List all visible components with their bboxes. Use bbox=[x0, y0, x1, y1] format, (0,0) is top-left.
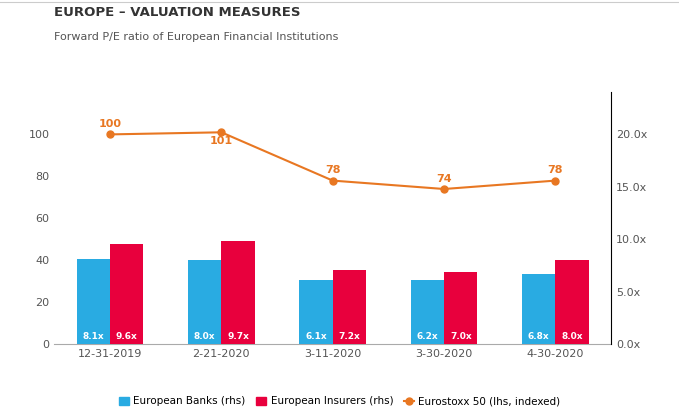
Text: 7.0x: 7.0x bbox=[450, 332, 472, 341]
Bar bbox=[411, 281, 444, 344]
Text: 9.7x: 9.7x bbox=[227, 332, 249, 341]
Text: 6.8x: 6.8x bbox=[528, 332, 549, 341]
Bar bbox=[110, 244, 143, 344]
Text: EUROPE – VALUATION MEASURES: EUROPE – VALUATION MEASURES bbox=[54, 6, 301, 19]
Bar bbox=[333, 270, 366, 344]
Bar bbox=[555, 260, 589, 344]
Bar bbox=[188, 260, 221, 344]
Text: 74: 74 bbox=[436, 174, 452, 184]
Text: 101: 101 bbox=[210, 136, 233, 147]
Text: 8.1x: 8.1x bbox=[82, 332, 104, 341]
Bar bbox=[444, 272, 477, 344]
Bar bbox=[522, 274, 555, 344]
Bar bbox=[77, 259, 110, 344]
Text: 78: 78 bbox=[548, 165, 563, 176]
Text: 6.1x: 6.1x bbox=[305, 332, 327, 341]
Text: 9.6x: 9.6x bbox=[116, 332, 138, 341]
Text: 78: 78 bbox=[325, 165, 340, 176]
Legend: European Banks (rhs), European Insurers (rhs), Eurostoxx 50 (lhs, indexed): European Banks (rhs), European Insurers … bbox=[115, 392, 564, 411]
Text: 6.2x: 6.2x bbox=[416, 332, 438, 341]
Bar bbox=[299, 281, 333, 344]
Text: 7.2x: 7.2x bbox=[339, 332, 361, 341]
Text: 8.0x: 8.0x bbox=[562, 332, 583, 341]
Text: Forward P/E ratio of European Financial Institutions: Forward P/E ratio of European Financial … bbox=[54, 32, 339, 42]
Bar bbox=[221, 241, 255, 344]
Text: 100: 100 bbox=[98, 119, 122, 129]
Text: 8.0x: 8.0x bbox=[194, 332, 215, 341]
